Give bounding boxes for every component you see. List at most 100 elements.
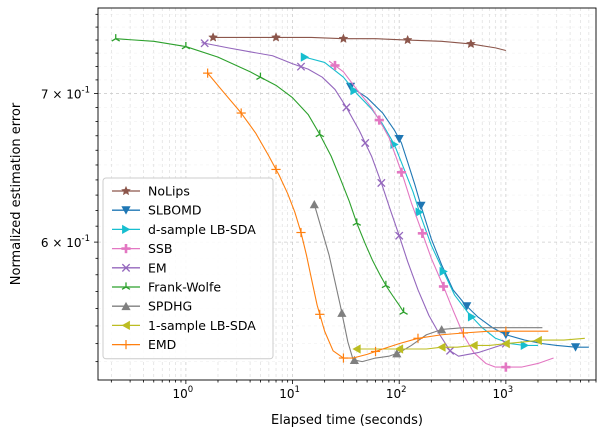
triangle-right-marker xyxy=(415,207,424,217)
data-point xyxy=(349,355,359,364)
data-point xyxy=(533,335,542,346)
series-line xyxy=(201,42,507,357)
legend-label: EMD xyxy=(148,337,176,352)
tri-marker-arm xyxy=(181,45,187,50)
tri-marker-arm xyxy=(352,222,358,226)
star-marker xyxy=(121,185,131,196)
triangle-down-marker xyxy=(416,201,426,210)
x-marker-b xyxy=(377,178,386,188)
star-marker xyxy=(402,34,413,45)
series-layer xyxy=(111,32,589,372)
star-marker xyxy=(271,32,282,42)
data-point xyxy=(501,362,511,372)
plot-frame xyxy=(97,7,597,381)
data-point xyxy=(570,343,581,352)
series-frank-wolfe xyxy=(111,34,408,315)
legend-marker xyxy=(121,206,131,215)
series-line xyxy=(304,56,538,346)
tri-marker-arm xyxy=(256,76,261,81)
legend-box xyxy=(102,177,274,360)
data-point xyxy=(342,103,351,112)
data-point xyxy=(439,266,448,277)
star-marker xyxy=(465,38,476,49)
series-spdhg xyxy=(309,199,543,364)
star-marker xyxy=(338,33,349,43)
x-tick-label: 100 xyxy=(173,385,194,401)
x-marker-b xyxy=(121,263,131,272)
series-nolips xyxy=(208,32,506,52)
triangle-left-marker xyxy=(352,344,361,354)
legend-item: EM xyxy=(112,260,167,275)
data-point xyxy=(338,353,349,363)
triangle-left-marker xyxy=(469,340,478,351)
series-em xyxy=(200,39,511,357)
data-point xyxy=(181,41,191,50)
ticks: 100 101 102 103 6 × 10-1 7 × 10-1 xyxy=(41,13,597,401)
tri-marker-arm xyxy=(115,38,121,42)
data-point xyxy=(465,38,476,49)
data-point xyxy=(271,164,281,175)
tri-marker-arm xyxy=(111,38,117,42)
legend-label: SPDHG xyxy=(148,299,192,314)
x-tick-label: 103 xyxy=(493,385,514,401)
triangle-down-marker xyxy=(570,343,581,352)
x-marker-b xyxy=(200,39,209,48)
data-point xyxy=(309,199,319,209)
triangle-down-marker xyxy=(394,134,404,144)
tri-marker-arm xyxy=(319,133,325,138)
data-point xyxy=(417,228,427,238)
triangle-right-marker xyxy=(467,312,477,322)
data-point xyxy=(395,231,404,240)
data-point xyxy=(236,108,246,118)
data-point xyxy=(315,309,325,319)
series-d-sample-lb-sda xyxy=(300,52,538,351)
triangle-left-marker xyxy=(437,342,446,352)
x-marker-b xyxy=(296,62,306,71)
series-line xyxy=(313,204,543,363)
data-point xyxy=(501,339,510,349)
x-marker-b xyxy=(395,231,404,240)
legend-item: 1-sample LB-SDA xyxy=(112,318,256,333)
data-point xyxy=(338,33,349,43)
legend-item: NoLips xyxy=(112,184,190,199)
tri-marker-arm xyxy=(381,284,387,289)
data-point xyxy=(394,134,404,144)
series-emd xyxy=(203,68,549,363)
triangle-right-marker xyxy=(300,52,310,62)
legend-item: SPDHG xyxy=(112,299,192,314)
data-point xyxy=(469,340,478,351)
y-axis-label: Normalized estimation error xyxy=(9,102,24,285)
x-tick-label: 102 xyxy=(386,385,407,401)
data-point xyxy=(352,344,361,354)
data-point xyxy=(361,138,370,148)
data-point xyxy=(520,340,530,351)
legend-item: d-sample LB-SDA xyxy=(112,222,256,237)
data-point xyxy=(437,342,446,352)
data-point xyxy=(413,333,423,343)
triangle-up-marker xyxy=(392,349,402,358)
data-point xyxy=(394,344,404,354)
triangle-up-marker xyxy=(121,301,131,311)
legend-label: SLBOMD xyxy=(148,203,202,218)
triangle-up-marker xyxy=(309,199,319,209)
data-point xyxy=(437,325,447,334)
legend-marker xyxy=(122,224,131,234)
legend-label: NoLips xyxy=(148,184,190,199)
data-point xyxy=(458,328,469,338)
data-point xyxy=(374,115,384,125)
data-point xyxy=(208,32,219,42)
tri-marker-arm xyxy=(185,45,191,50)
data-point xyxy=(396,167,407,177)
triangle-left-marker xyxy=(394,344,404,354)
legend-label: Frank-Wolfe xyxy=(148,280,221,295)
triangle-right-marker xyxy=(350,86,359,96)
data-point xyxy=(415,207,424,217)
data-point xyxy=(315,129,325,138)
data-point xyxy=(501,326,511,336)
data-point xyxy=(399,307,408,315)
star-marker xyxy=(208,32,219,42)
data-point xyxy=(256,72,265,81)
legend-item: Frank-Wolfe xyxy=(112,280,221,295)
data-point xyxy=(300,52,310,62)
